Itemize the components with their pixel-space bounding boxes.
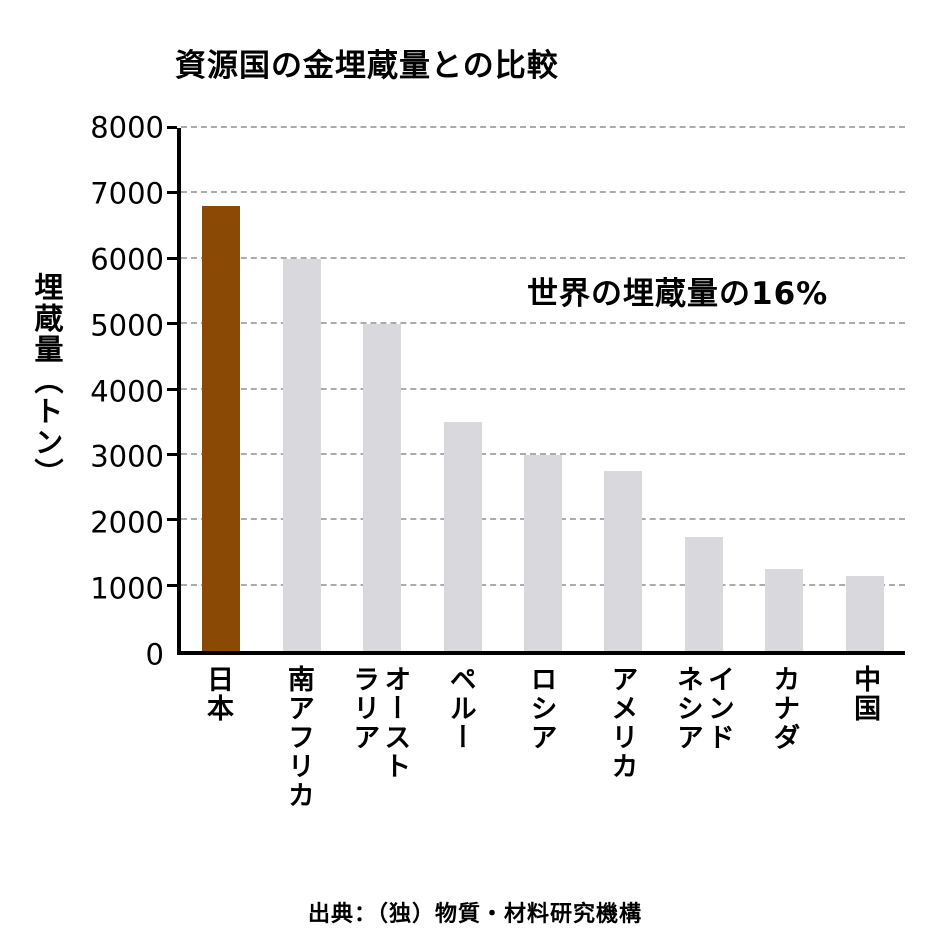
chart-title: 資源国の金埋蔵量との比較 [175,48,559,84]
x-axis-label: ロシア [525,665,557,752]
annotation-text: 世界の埋蔵量の16% [527,276,829,312]
bar-default [765,569,804,651]
x-axis-label: アメリカ [606,665,638,781]
x-axis-label-column: 南アフリカ [258,665,339,810]
y-axis-tick-label: 7000 [90,176,164,211]
x-axis-label: インド ネシア [671,665,734,752]
gridline [181,191,905,194]
gridline [181,387,905,390]
x-axis-label: 中国 [849,665,881,723]
y-axis-tick-label: 0 [145,637,164,672]
x-axis-label-column: インド ネシア [662,665,743,810]
x-axis-label: ペルー [444,665,476,752]
y-axis-tick-label: 6000 [90,242,164,277]
x-axis-label-column: 日本 [177,665,258,810]
y-axis-tick-label: 5000 [90,308,164,343]
bar-default [845,575,884,651]
y-axis-label: 埋蔵量（トン） [30,272,64,489]
y-axis-tick-label: 8000 [90,110,164,145]
gridline [181,322,905,325]
y-axis-tick-label: 2000 [90,505,164,540]
bar-default [604,471,643,651]
y-axis-tick-mark [167,452,177,456]
x-axis-label: カナダ [768,665,800,752]
y-axis-tick-mark [167,583,177,587]
y-axis-tick-mark [167,322,177,326]
x-axis-label-column: カナダ [743,665,824,810]
gridline [181,452,905,455]
y-axis-tick-mark [167,518,177,522]
bar-column [181,128,261,651]
bar-default [363,324,402,651]
bar-column [583,128,663,651]
bar-column [503,128,583,651]
y-axis-tick-mark [167,191,177,195]
y-axis-tick-mark [167,256,177,260]
bar-column [422,128,502,651]
gridline [181,256,905,259]
x-axis-label-column: ロシア [501,665,582,810]
y-axis-tick-labels: 0 1000 2000 3000 4000 5000 6000 7000 8000 [88,113,164,669]
bar-default [443,422,482,651]
bar-column [744,128,824,651]
x-axis-label-column: ペルー [420,665,501,810]
bar-series [181,128,905,651]
y-axis-tick-mark [167,387,177,391]
bar-default [684,536,723,651]
bar-column [261,128,341,651]
bar-default [523,454,562,651]
y-axis-tick-label: 4000 [90,374,164,408]
y-axis-tick-label: 3000 [90,439,164,474]
x-axis-label: オースト ラリア [348,665,411,781]
plot-area: 世界の埋蔵量の16% [167,126,905,655]
x-axis-label-column: 中国 [824,665,905,810]
x-axis-label: 日本 [201,665,233,723]
x-axis-label-column: オースト ラリア [339,665,420,810]
source-caption: 出典：（独）物質・材料研究機構 [307,902,642,927]
bar-highlighted [202,206,241,651]
bar-column [342,128,422,651]
gridline [181,126,905,128]
bar-column [664,128,744,651]
y-axis-tick-label: 1000 [90,571,164,606]
y-axis-tick-mark [167,126,177,129]
x-axis-labels: 日本 南アフリカ オースト ラリア ペルー ロシア アメリカ インド ネシア カナダ 中国 [177,665,905,810]
bar-column [825,128,905,651]
x-axis-label: 南アフリカ [282,665,314,810]
bar-default [282,258,321,651]
x-axis-label-column: アメリカ [581,665,662,810]
